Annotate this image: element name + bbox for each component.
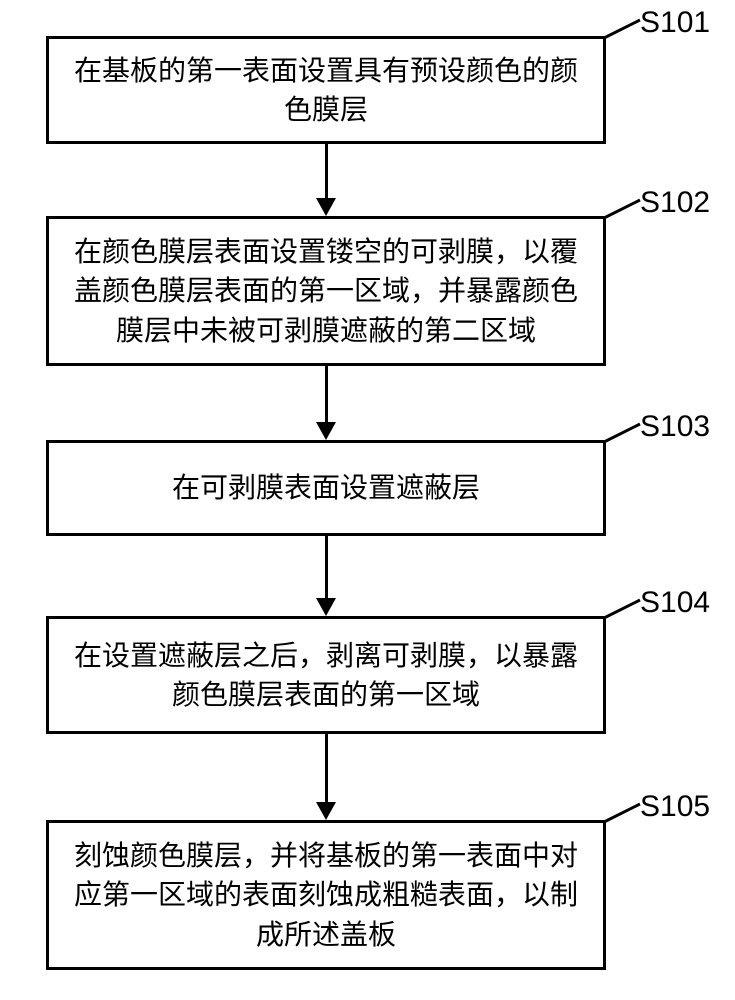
arrow-head-icon [316,422,336,440]
step-label-s105: S105 [640,790,710,824]
step-label-s102: S102 [640,186,710,220]
arrow-head-icon [316,198,336,216]
leader-line [602,198,644,222]
step-box-s101: 在基板的第一表面设置具有预设颜色的颜色膜层 [46,36,606,144]
arrow-head-icon [316,598,336,616]
step-text: 刻蚀颜色膜层，并将基板的第一表面中对应第一区域的表面刻蚀成粗糙表面，以制成所述盖… [65,836,587,954]
arrow-head-icon [316,802,336,820]
step-text: 在颜色膜层表面设置镂空的可剥膜，以覆盖颜色膜层表面的第一区域，并暴露颜色膜层中未… [65,232,587,350]
step-box-s103: 在可剥膜表面设置遮蔽层 [46,440,606,536]
arrow-line [325,144,328,199]
leader-line [602,18,644,42]
step-text: 在基板的第一表面设置具有预设颜色的颜色膜层 [65,51,587,129]
step-box-s102: 在颜色膜层表面设置镂空的可剥膜，以覆盖颜色膜层表面的第一区域，并暴露颜色膜层中未… [46,216,606,366]
step-box-s104: 在设置遮蔽层之后，剥离可剥膜，以暴露颜色膜层表面的第一区域 [46,616,606,734]
step-label-s104: S104 [640,586,710,620]
arrow-line [325,734,328,803]
leader-line [602,802,644,826]
flowchart-canvas: 在基板的第一表面设置具有预设颜色的颜色膜层 S101 在颜色膜层表面设置镂空的可… [0,0,735,1000]
step-label-s103: S103 [640,410,710,444]
step-text: 在可剥膜表面设置遮蔽层 [172,468,480,507]
arrow-line [325,536,328,599]
step-label-s101: S101 [640,6,710,40]
step-text: 在设置遮蔽层之后，剥离可剥膜，以暴露颜色膜层表面的第一区域 [65,636,587,714]
step-box-s105: 刻蚀颜色膜层，并将基板的第一表面中对应第一区域的表面刻蚀成粗糙表面，以制成所述盖… [46,820,606,970]
leader-line [602,422,644,446]
arrow-line [325,366,328,423]
leader-line [602,598,644,622]
